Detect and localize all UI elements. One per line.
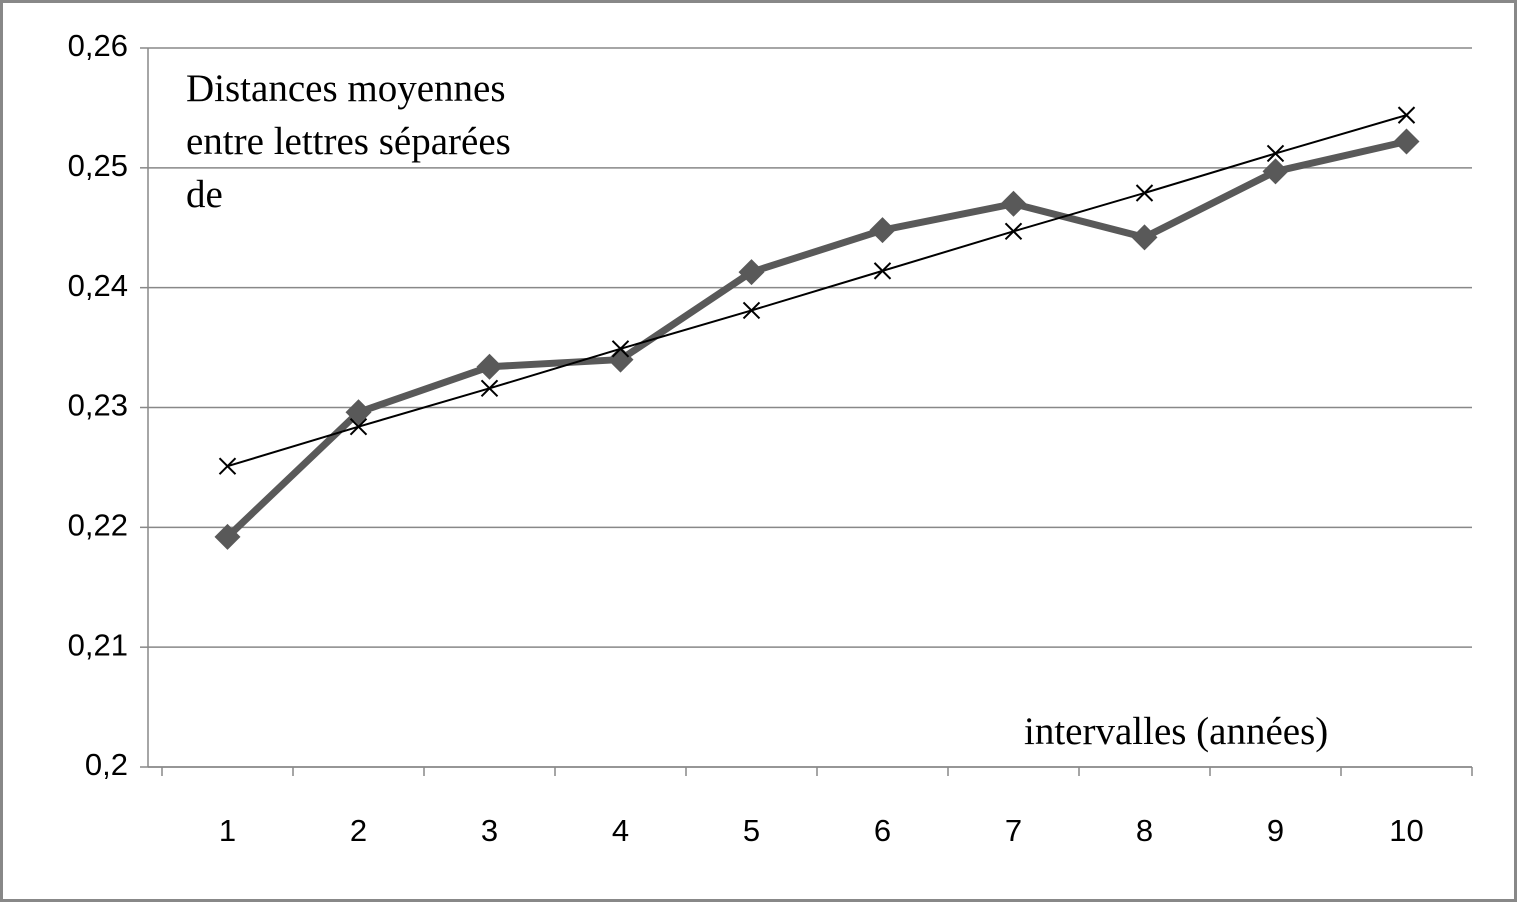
x-marker bbox=[1266, 144, 1285, 163]
diamond-marker bbox=[607, 346, 634, 373]
x-tick-label: 10 bbox=[1389, 813, 1423, 848]
series-line bbox=[227, 114, 1407, 468]
diamond-marker bbox=[1262, 158, 1289, 185]
x-axis-title: intervalles (années) bbox=[1024, 710, 1329, 753]
x-tick-label: 5 bbox=[743, 813, 760, 848]
x-tick-label: 9 bbox=[1267, 813, 1284, 848]
y-tick-label: 0,26 bbox=[68, 28, 128, 63]
y-tick-label: 0,23 bbox=[68, 388, 128, 423]
y-tick-label: 0,2 bbox=[85, 747, 128, 782]
x-tick-label: 6 bbox=[874, 813, 891, 848]
diamond-marker bbox=[1393, 128, 1420, 155]
diamond-marker bbox=[869, 217, 896, 244]
x-tick-label: 8 bbox=[1136, 813, 1153, 848]
y-tick-label: 0,22 bbox=[68, 508, 128, 543]
x-marker bbox=[1135, 184, 1154, 202]
diamond-marker bbox=[214, 523, 241, 550]
y-tick-label: 0,25 bbox=[68, 148, 128, 183]
x-tick-label: 4 bbox=[612, 813, 629, 848]
x-tick-label: 3 bbox=[481, 813, 498, 848]
x-marker bbox=[611, 340, 630, 358]
x-marker bbox=[349, 417, 368, 436]
x-tick-label: 1 bbox=[219, 813, 236, 848]
y-axis-title: Distances moyennes entre lettres séparée… bbox=[186, 67, 511, 216]
diamond-marker bbox=[476, 353, 503, 380]
y-tick-label: 0,24 bbox=[68, 268, 128, 303]
x-tick-label: 2 bbox=[350, 813, 367, 848]
series-line bbox=[225, 138, 1408, 540]
x-tick-label: 7 bbox=[1005, 813, 1022, 848]
x-marker bbox=[873, 262, 892, 280]
diamond-marker bbox=[1131, 224, 1158, 251]
y-tick-label: 0,21 bbox=[68, 627, 128, 662]
x-marker bbox=[1004, 222, 1023, 241]
x-marker bbox=[742, 301, 761, 320]
x-marker bbox=[218, 457, 237, 475]
diamond-marker bbox=[738, 259, 765, 286]
diamond-marker bbox=[1000, 190, 1027, 217]
x-marker bbox=[480, 379, 499, 398]
x-marker bbox=[1397, 106, 1416, 124]
